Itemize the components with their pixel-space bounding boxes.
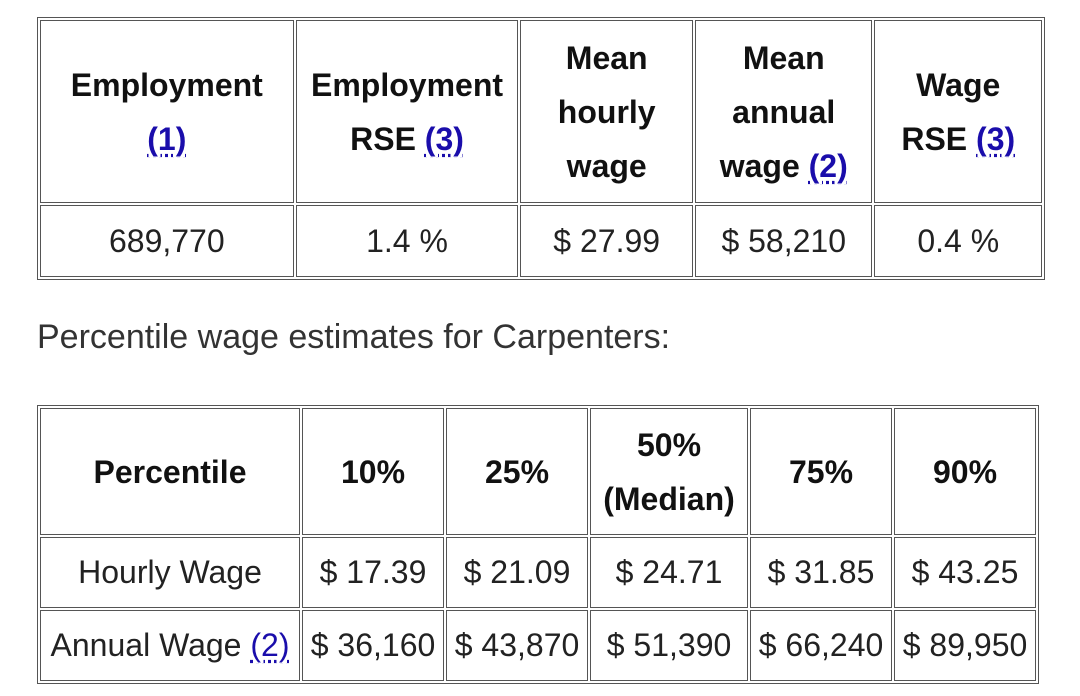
percentile-wage-table: Percentile 10% 25% 50% (Median) 75% 90% H… bbox=[37, 405, 1039, 684]
hourly-p10: $ 17.39 bbox=[302, 537, 444, 608]
hourly-p90: $ 43.25 bbox=[894, 537, 1036, 608]
hourly-p25: $ 21.09 bbox=[446, 537, 588, 608]
percentile-caption: Percentile wage estimates for Carpenters… bbox=[37, 318, 671, 356]
table-row: Hourly Wage $ 17.39 $ 21.09 $ 24.71 $ 31… bbox=[40, 537, 1036, 608]
p90-header: 90% bbox=[894, 408, 1036, 535]
p10-header: 10% bbox=[302, 408, 444, 535]
annual-p10: $ 36,160 bbox=[302, 610, 444, 681]
annual-wage-label: Annual Wage bbox=[50, 627, 242, 663]
wage-rse-header: Wage RSE (3) bbox=[874, 20, 1042, 203]
table-header-row: Percentile 10% 25% 50% (Median) 75% 90% bbox=[40, 408, 1036, 535]
annual-p25: $ 43,870 bbox=[446, 610, 588, 681]
footnote-link-3[interactable]: (3) bbox=[424, 120, 464, 157]
hourly-p75: $ 31.85 bbox=[750, 537, 892, 608]
p25-header: 25% bbox=[446, 408, 588, 535]
mean-hourly-wage-value: $ 27.99 bbox=[520, 205, 693, 277]
employment-value: 689,770 bbox=[40, 205, 294, 277]
employment-rse-header: Employment RSE (3) bbox=[295, 20, 519, 203]
annual-p90: $ 89,950 bbox=[894, 610, 1036, 681]
table-header-row: Employment (1) Employment RSE (3) Mean hou… bbox=[40, 20, 1042, 203]
employment-rse-value: 1.4 % bbox=[295, 205, 519, 277]
annual-p75: $ 66,240 bbox=[750, 610, 892, 681]
header-label: Employment bbox=[70, 66, 263, 103]
table-row: 689,770 1.4 % $ 27.99 $ 58,210 0.4 % bbox=[40, 205, 1042, 277]
footnote-link-2[interactable]: (2) bbox=[250, 627, 290, 663]
footnote-link-1[interactable]: (1) bbox=[147, 120, 187, 157]
hourly-p50: $ 24.71 bbox=[590, 537, 748, 608]
footnote-link-3[interactable]: (3) bbox=[976, 120, 1016, 157]
wage-rse-value: 0.4 % bbox=[874, 205, 1042, 277]
employment-wage-table: Employment (1) Employment RSE (3) Mean hou… bbox=[37, 17, 1045, 280]
row-label-annual: Annual Wage (2) bbox=[40, 610, 300, 681]
table-row: Annual Wage (2) $ 36,160 $ 43,870 $ 51,3… bbox=[40, 610, 1036, 681]
footnote-link-2[interactable]: (2) bbox=[808, 147, 848, 184]
row-label-hourly: Hourly Wage bbox=[40, 537, 300, 608]
mean-hourly-wage-header: Mean hourly wage bbox=[520, 20, 693, 203]
mean-annual-wage-header: Mean annual wage (2) bbox=[694, 20, 873, 203]
percentile-header: Percentile bbox=[40, 408, 300, 535]
p50-median-header: 50% (Median) bbox=[590, 408, 748, 535]
annual-p50: $ 51,390 bbox=[590, 610, 748, 681]
employment-header: Employment (1) bbox=[40, 20, 294, 203]
p75-header: 75% bbox=[750, 408, 892, 535]
mean-annual-wage-value: $ 58,210 bbox=[694, 205, 873, 277]
